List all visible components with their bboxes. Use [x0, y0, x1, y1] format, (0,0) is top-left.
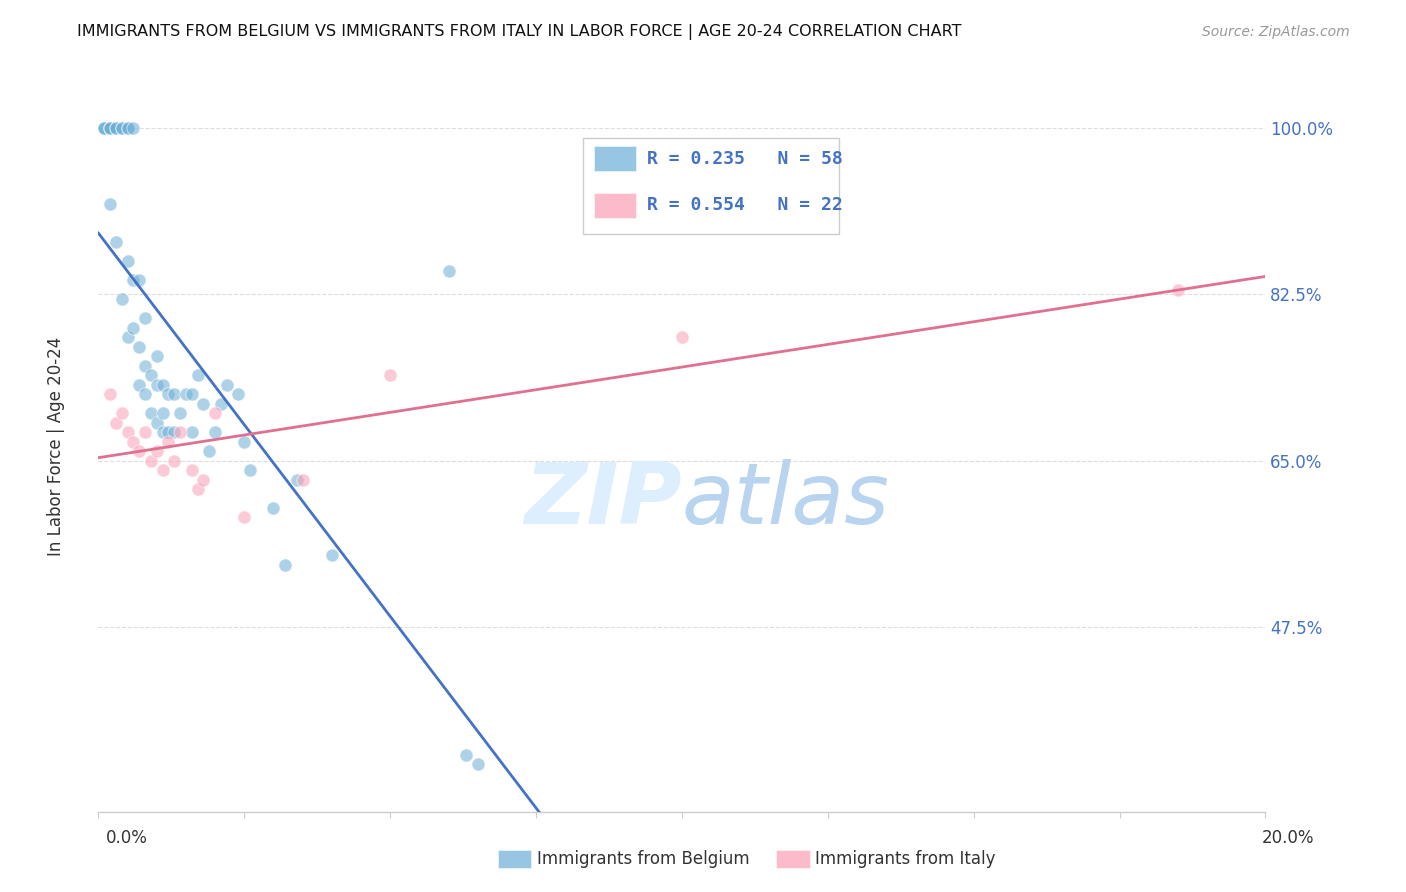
Point — [157, 387, 180, 401]
Point — [93, 121, 115, 136]
Point — [146, 416, 169, 430]
Point — [98, 197, 121, 211]
Point — [111, 292, 134, 306]
Text: Immigrants from Italy: Immigrants from Italy — [815, 850, 995, 868]
Text: R = 0.235   N = 58: R = 0.235 N = 58 — [647, 150, 842, 168]
Point — [111, 121, 134, 136]
Point — [117, 254, 139, 268]
FancyBboxPatch shape — [595, 146, 637, 171]
Point — [274, 558, 297, 572]
Point — [204, 425, 226, 439]
Point — [98, 121, 121, 136]
Point — [291, 473, 314, 487]
Point — [146, 349, 169, 363]
Point — [180, 425, 202, 439]
Text: Immigrants from Belgium: Immigrants from Belgium — [537, 850, 749, 868]
Point — [163, 425, 186, 439]
Text: In Labor Force | Age 20-24: In Labor Force | Age 20-24 — [48, 336, 65, 556]
Point — [104, 121, 127, 136]
Point — [187, 368, 209, 383]
Text: atlas: atlas — [682, 459, 890, 542]
Point — [209, 396, 232, 410]
Text: 0.0%: 0.0% — [105, 829, 148, 847]
Point — [139, 406, 162, 420]
Text: IMMIGRANTS FROM BELGIUM VS IMMIGRANTS FROM ITALY IN LABOR FORCE | AGE 20-24 CORR: IMMIGRANTS FROM BELGIUM VS IMMIGRANTS FR… — [77, 24, 962, 39]
Point — [122, 273, 145, 287]
Point — [93, 121, 115, 136]
Point — [139, 453, 162, 467]
Point — [180, 463, 202, 477]
Point — [193, 396, 215, 410]
Point — [228, 387, 250, 401]
Point — [152, 425, 174, 439]
Point — [262, 500, 284, 515]
Point — [98, 387, 121, 401]
Text: R = 0.554   N = 22: R = 0.554 N = 22 — [647, 196, 842, 214]
Point — [285, 473, 308, 487]
Point — [122, 320, 145, 334]
Point — [122, 121, 145, 136]
Point — [134, 425, 156, 439]
Point — [139, 368, 162, 383]
Point — [174, 387, 197, 401]
Point — [1167, 283, 1189, 297]
FancyBboxPatch shape — [582, 138, 839, 235]
Point — [163, 453, 186, 467]
Point — [169, 425, 191, 439]
Point — [111, 121, 134, 136]
Point — [98, 121, 121, 136]
Point — [380, 368, 402, 383]
Point — [104, 235, 127, 250]
Point — [233, 510, 256, 524]
FancyBboxPatch shape — [595, 193, 637, 218]
Point — [117, 425, 139, 439]
Point — [437, 263, 460, 277]
Point — [180, 387, 202, 401]
Point — [163, 387, 186, 401]
Point — [117, 121, 139, 136]
Point — [671, 330, 693, 344]
Point — [198, 444, 221, 458]
Point — [117, 330, 139, 344]
Point — [93, 121, 115, 136]
Point — [321, 549, 343, 563]
Point — [239, 463, 262, 477]
Point — [111, 406, 134, 420]
Point — [134, 387, 156, 401]
Point — [146, 377, 169, 392]
Point — [193, 473, 215, 487]
Point — [169, 406, 191, 420]
Point — [152, 377, 174, 392]
Point — [233, 434, 256, 449]
Point — [157, 425, 180, 439]
Text: 20.0%: 20.0% — [1263, 829, 1315, 847]
Point — [104, 416, 127, 430]
Point — [146, 444, 169, 458]
Point — [128, 273, 150, 287]
Point — [204, 406, 226, 420]
Point — [128, 340, 150, 354]
Point — [157, 434, 180, 449]
Point — [215, 377, 238, 392]
Point — [117, 121, 139, 136]
Point — [152, 463, 174, 477]
Point — [134, 359, 156, 373]
Point — [187, 482, 209, 496]
Point — [122, 434, 145, 449]
Point — [152, 406, 174, 420]
Point — [467, 757, 489, 772]
Point — [128, 377, 150, 392]
Point — [98, 121, 121, 136]
Point — [104, 121, 127, 136]
Point — [134, 311, 156, 326]
Point — [454, 747, 477, 762]
Text: Source: ZipAtlas.com: Source: ZipAtlas.com — [1202, 25, 1350, 38]
Point — [128, 444, 150, 458]
Text: ZIP: ZIP — [524, 459, 682, 542]
